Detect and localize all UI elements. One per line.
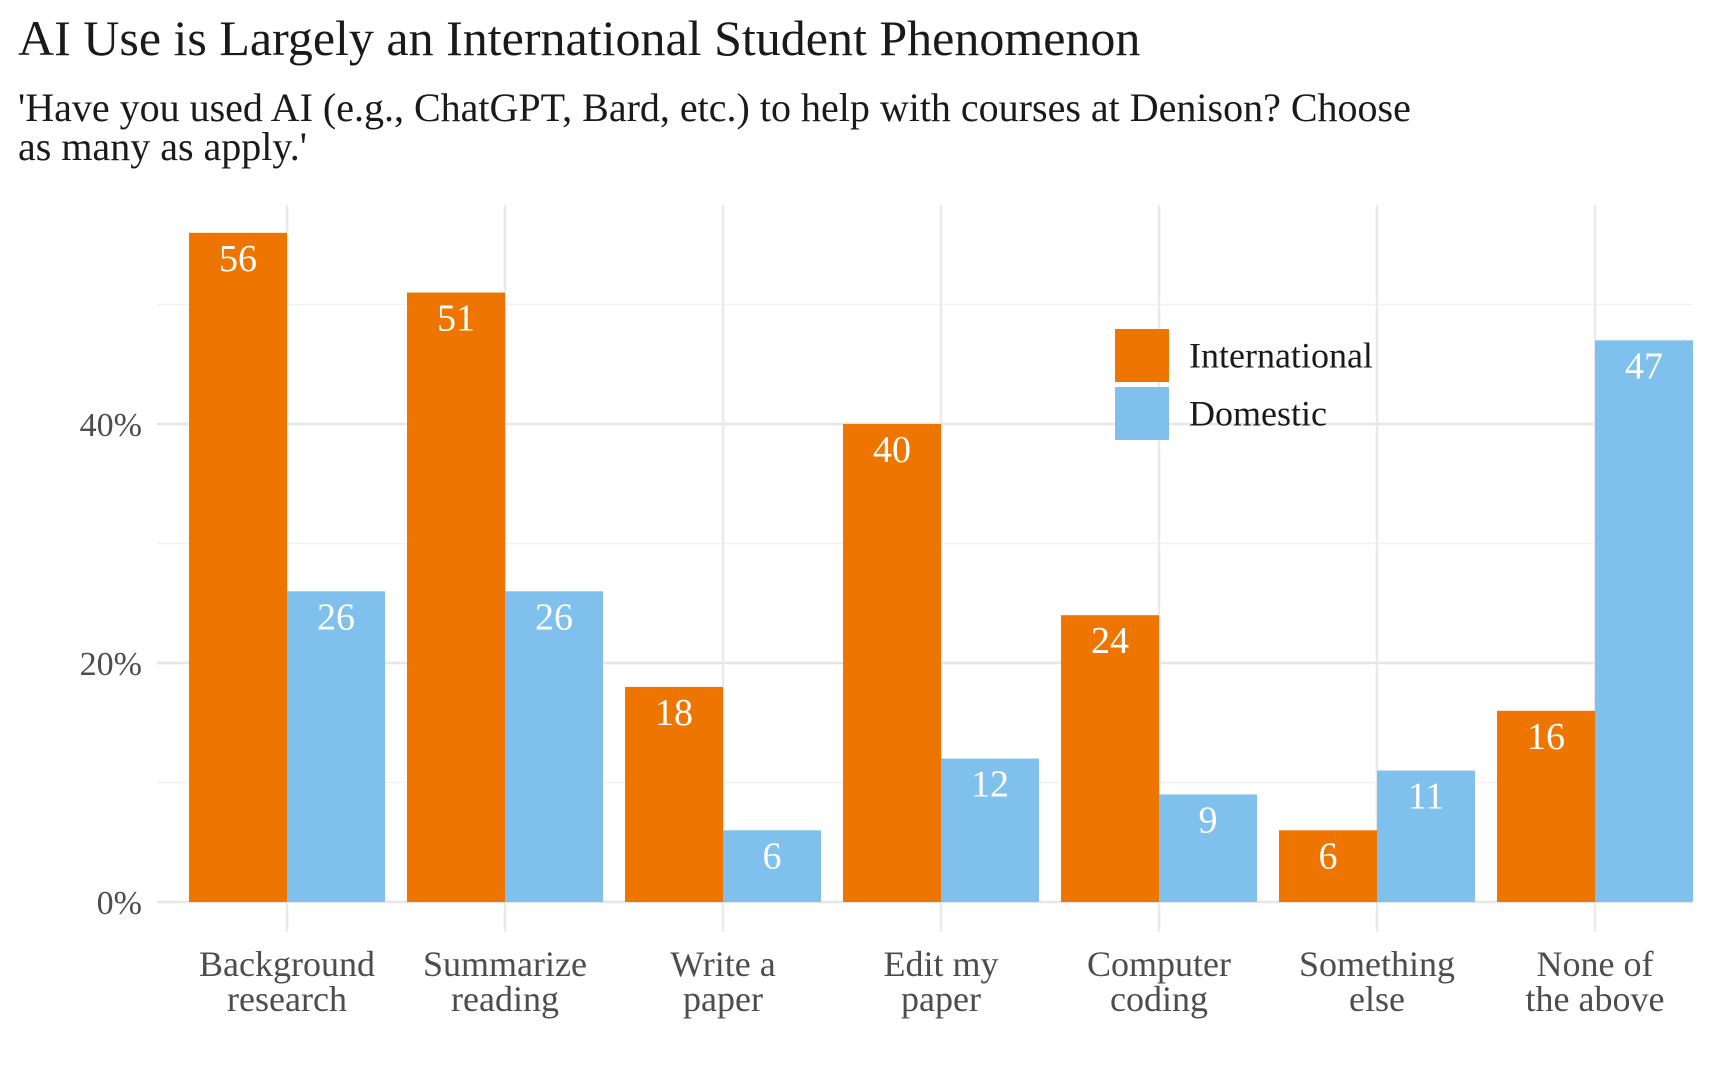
data-label-international-0: 56 (219, 238, 257, 280)
x-tick-label: Background research (199, 944, 375, 1019)
bars (189, 232, 1693, 903)
bar-domestic-6 (1595, 340, 1693, 903)
data-label-domestic-2: 6 (763, 835, 782, 877)
bar-domestic-0 (287, 591, 385, 902)
bar-domestic-4 (1159, 794, 1257, 902)
bar-domestic-5 (1377, 770, 1475, 902)
x-tick-label: Edit my paper (884, 944, 999, 1019)
bar-domestic-2 (723, 830, 821, 902)
data-label-domestic-1: 26 (535, 596, 573, 638)
bar-international-2 (625, 686, 723, 902)
data-label-international-2: 18 (655, 692, 693, 734)
bar-domestic-1 (505, 591, 603, 902)
legend: International Domestic (1115, 329, 1373, 440)
y-tick-label: 20% (80, 646, 142, 683)
legend-key-international (1115, 329, 1169, 382)
data-label-domestic-5: 11 (1408, 776, 1445, 818)
data-label-domestic-4: 9 (1199, 799, 1218, 841)
data-label-domestic-0: 26 (317, 596, 355, 638)
y-tick-label: 40% (80, 407, 142, 444)
data-label-international-4: 24 (1091, 620, 1129, 662)
bar-international-0 (189, 232, 287, 903)
bar-domestic-3 (941, 758, 1039, 902)
bar-international-5 (1279, 830, 1377, 902)
data-label-international-3: 40 (873, 429, 911, 471)
chart-subtitle: 'Have you used AI (e.g., ChatGPT, Bard, … (18, 85, 1411, 170)
bar-international-1 (407, 292, 505, 902)
data-label-domestic-3: 12 (971, 764, 1009, 806)
x-tick-label: Summarize reading (423, 944, 587, 1019)
x-tick-label: Write a paper (670, 944, 776, 1019)
bar-international-6 (1497, 710, 1595, 902)
bar-international-3 (843, 424, 941, 902)
y-tick-label: 0% (97, 885, 142, 922)
data-label-international-6: 16 (1527, 716, 1565, 758)
chart-title: AI Use is Largely an International Stude… (18, 10, 1141, 66)
data-label-international-1: 51 (437, 298, 475, 340)
data-label-international-5: 6 (1319, 835, 1338, 877)
data-label-domestic-6: 47 (1625, 345, 1663, 387)
legend-key-domestic (1115, 387, 1169, 440)
x-tick-label: None of the above (1526, 944, 1665, 1019)
x-tick-label: Something else (1299, 944, 1455, 1019)
axes: 0% 20% 40% Background research Summarize readi… (80, 407, 1665, 1019)
bar-international-4 (1061, 615, 1159, 902)
data-labels: 56 26 51 26 18 6 40 12 24 9 6 11 16 47 (219, 238, 1663, 878)
x-tick-label: Computer coding (1087, 944, 1231, 1019)
legend-label-domestic: Domestic (1189, 394, 1327, 434)
legend-label-international: International (1189, 336, 1373, 376)
